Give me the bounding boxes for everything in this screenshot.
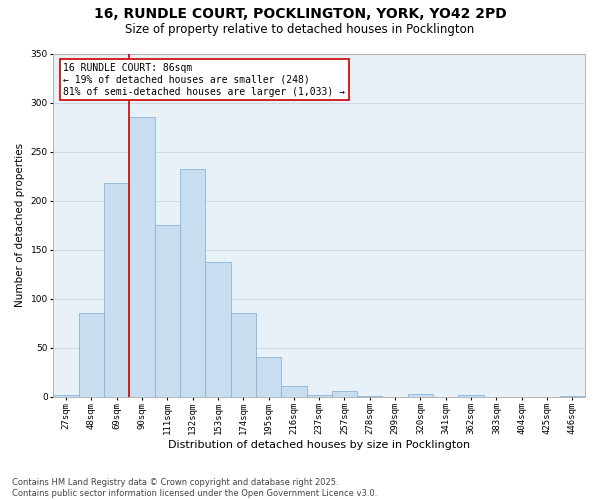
Bar bbox=[408, 394, 433, 396]
Bar bbox=[230, 314, 256, 396]
Bar bbox=[53, 394, 79, 396]
Y-axis label: Number of detached properties: Number of detached properties bbox=[15, 143, 25, 307]
Text: Size of property relative to detached houses in Pocklington: Size of property relative to detached ho… bbox=[125, 22, 475, 36]
Bar bbox=[332, 391, 357, 396]
Bar bbox=[307, 394, 332, 396]
Bar bbox=[180, 169, 205, 396]
Bar bbox=[130, 117, 155, 396]
Bar bbox=[205, 262, 230, 396]
Text: 16, RUNDLE COURT, POCKLINGTON, YORK, YO42 2PD: 16, RUNDLE COURT, POCKLINGTON, YORK, YO4… bbox=[94, 8, 506, 22]
Bar bbox=[104, 183, 130, 396]
Bar bbox=[281, 386, 307, 396]
Text: Contains HM Land Registry data © Crown copyright and database right 2025.
Contai: Contains HM Land Registry data © Crown c… bbox=[12, 478, 377, 498]
Bar bbox=[155, 225, 180, 396]
Bar bbox=[79, 314, 104, 396]
Bar bbox=[458, 394, 484, 396]
Text: 16 RUNDLE COURT: 86sqm
← 19% of detached houses are smaller (248)
81% of semi-de: 16 RUNDLE COURT: 86sqm ← 19% of detached… bbox=[64, 64, 346, 96]
Bar bbox=[256, 358, 281, 397]
X-axis label: Distribution of detached houses by size in Pocklington: Distribution of detached houses by size … bbox=[168, 440, 470, 450]
